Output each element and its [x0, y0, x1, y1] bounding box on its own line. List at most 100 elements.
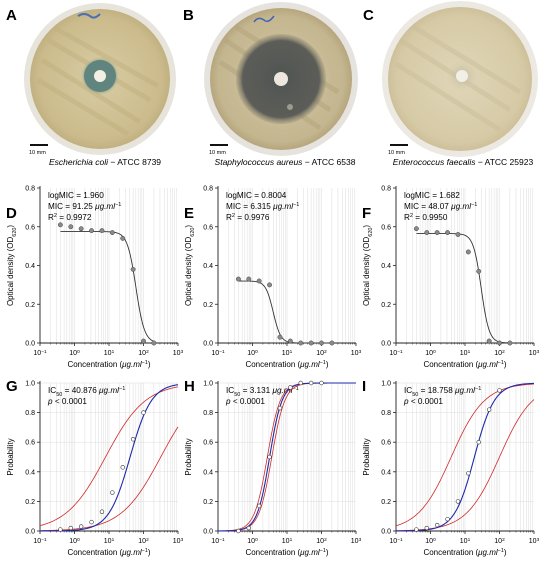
data-point: [497, 388, 502, 393]
y-tick-label: 0.0: [25, 341, 35, 348]
data-point: [277, 334, 283, 340]
data-point: [476, 268, 482, 274]
data-point: [424, 525, 429, 531]
annotation-line: IC50 = 3.131 μg.ml−1: [226, 386, 299, 398]
data-point: [99, 228, 105, 234]
y-axis-label: Optical density (OD620): [184, 225, 196, 306]
x-tick-label: 10−1: [211, 349, 225, 358]
data-point: [141, 410, 146, 415]
handwritten-label-a: [77, 13, 101, 19]
chart-panel-d: D 0.0 0.2 0.4 0.6 0.8 10−1 100 101 102 103 Concentr…: [6, 186, 184, 370]
data-point: [319, 340, 324, 346]
x-tick-label: 101: [460, 349, 471, 358]
y-tick-label: 0.8: [25, 186, 35, 193]
annotation-line: p < 0.0001: [47, 397, 87, 406]
x-tick-label: 100: [247, 537, 258, 546]
y-tick-label: 0.2: [203, 499, 213, 506]
y-tick-label: 0.6: [25, 224, 35, 231]
data-point: [89, 228, 94, 234]
annotation-line: IC50 = 40.876 μg.ml−1: [48, 386, 125, 398]
caption-a: Escherichia coli − ATCC 8739: [49, 157, 161, 167]
panel-letter-f: F: [362, 205, 371, 222]
y-tick-label: 0.0: [25, 529, 35, 536]
scale-label-a: 10 mm: [29, 150, 46, 156]
panel-letter-i: I: [362, 378, 366, 395]
x-tick-label: 101: [104, 537, 115, 546]
panel-letter-g: G: [6, 378, 18, 395]
x-axis-label: Concentration (μg.ml−1): [245, 360, 328, 369]
data-point: [434, 230, 440, 236]
x-tick-label: 103: [529, 537, 540, 546]
data-point: [497, 340, 502, 346]
data-point: [267, 282, 272, 288]
data-point: [130, 437, 136, 442]
x-tick-label: 10−1: [33, 537, 47, 546]
y-tick-label: 0.2: [25, 302, 35, 309]
data-point: [151, 340, 157, 346]
panel-letter-c: C: [363, 7, 374, 24]
data-point: [434, 522, 440, 528]
x-tick-label: 102: [138, 349, 149, 358]
x-tick-label: 100: [425, 349, 436, 358]
data-point: [235, 276, 241, 282]
y-tick-label: 1.0: [381, 381, 391, 388]
chart-panel-h: H 0.0 0.2 0.4 0.6 0.8 1.0 10−1 100 101 102 103 Conce…: [184, 378, 362, 557]
data-point: [89, 519, 94, 525]
data-point: [445, 516, 450, 522]
panel-letter-a: A: [6, 7, 17, 24]
data-point: [455, 499, 461, 504]
y-tick-label: 0.4: [203, 263, 213, 270]
data-point: [413, 226, 419, 232]
data-point: [58, 527, 63, 532]
data-point: [424, 230, 430, 236]
x-tick-label: 10−1: [211, 537, 225, 546]
x-tick-label: 101: [104, 349, 115, 358]
x-tick-label: 100: [425, 537, 436, 546]
y-tick-label: 0.6: [381, 224, 391, 231]
data-point: [130, 266, 136, 272]
x-axis-label: Concentration (μg.ml−1): [67, 360, 150, 369]
x-tick-label: 103: [173, 537, 184, 546]
data-point: [308, 340, 314, 346]
x-tick-label: 102: [494, 537, 505, 546]
data-point: [246, 276, 252, 282]
y-tick-label: 0.0: [381, 529, 391, 536]
data-point: [298, 380, 303, 386]
x-tick-label: 103: [351, 537, 362, 546]
x-tick-label: 102: [316, 349, 327, 358]
annotation-line: IC50 = 18.758 μg.ml−1: [404, 386, 481, 398]
y-tick-label: 0.6: [25, 440, 35, 447]
data-point: [486, 407, 492, 412]
data-point: [465, 249, 471, 255]
y-tick-label: 0.2: [25, 499, 35, 506]
y-tick-label: 0.8: [203, 186, 213, 193]
y-tick-label: 0.4: [381, 469, 391, 476]
y-tick-label: 0.8: [25, 410, 35, 417]
fit-curve: [416, 233, 510, 344]
data-point: [298, 340, 304, 346]
data-point: [109, 230, 115, 236]
chart-panel-f: F 0.0 0.2 0.4 0.6 0.8 10−1 100 101 102 103 Concentr…: [362, 186, 540, 370]
data-point: [256, 503, 262, 509]
handwritten-label-b: [253, 15, 275, 23]
x-tick-label: 102: [316, 537, 327, 546]
data-point: [319, 380, 324, 386]
annotation-line: MIC = 48.07 μg.ml−1: [404, 202, 477, 211]
data-point: [110, 490, 115, 495]
annotation-line: logMIC = 1.682: [404, 191, 460, 200]
data-point: [120, 235, 126, 241]
annotation-line: R2 = 0.9950: [404, 213, 448, 222]
data-point: [329, 340, 335, 346]
data-point: [267, 454, 272, 460]
data-point: [466, 471, 471, 476]
x-tick-label: 102: [494, 349, 505, 358]
y-tick-label: 0.6: [381, 440, 391, 447]
data-point: [288, 385, 293, 390]
y-tick-label: 0.0: [203, 529, 213, 536]
y-axis-label: Optical density (OD620): [6, 225, 18, 306]
annotation-line: logMIC = 1.960: [48, 191, 104, 200]
fit-curve: [60, 231, 155, 342]
x-tick-label: 100: [69, 537, 80, 546]
scale-label-c: 10 mm: [388, 150, 405, 156]
data-point: [308, 380, 314, 386]
